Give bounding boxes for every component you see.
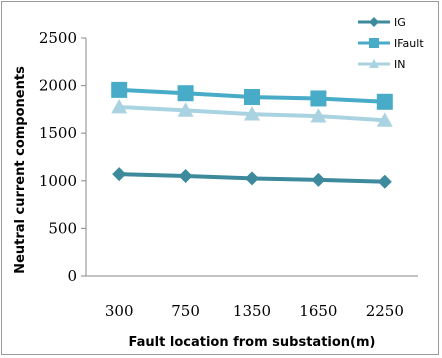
data-point: [376, 112, 393, 127]
y-tick-label: 1500: [39, 124, 77, 142]
x-axis-title: Fault location from substation(m): [129, 335, 376, 350]
series-ifault: [111, 81, 393, 110]
data-point: [369, 17, 379, 27]
data-point: [177, 102, 194, 117]
y-tick-label: 500: [48, 219, 77, 237]
x-tick-label: 1650: [299, 302, 337, 320]
data-point: [244, 106, 260, 121]
data-point: [311, 172, 326, 187]
y-tick-label: 1000: [39, 172, 77, 190]
legend-label: IFault: [394, 37, 424, 50]
series-ig: [112, 167, 392, 189]
legend: IG IFault IN: [358, 16, 424, 71]
x-tick-label: 1350: [233, 302, 271, 320]
x-tick-label: 2250: [366, 302, 404, 320]
data-point: [245, 171, 259, 186]
data-point: [111, 99, 128, 114]
x-tick-label: 300: [105, 302, 134, 320]
data-point: [369, 38, 379, 48]
y-tick-label: 2500: [39, 29, 77, 47]
data-point: [112, 167, 127, 182]
data-point: [376, 93, 393, 110]
data-point: [310, 108, 327, 123]
data-point: [369, 59, 379, 68]
data-point: [244, 89, 260, 106]
legend-entry: IN: [358, 58, 405, 71]
legend-entry: IG: [358, 16, 406, 29]
legend-entry: IFault: [358, 37, 424, 50]
data-point: [178, 169, 193, 184]
data-point: [377, 174, 392, 189]
series-layer: [111, 81, 393, 189]
x-axis: 300 750 1350 1650 2250: [86, 275, 418, 320]
data-point: [310, 90, 327, 107]
y-axis: 0 500 1000 1500 2000 2500: [39, 29, 87, 285]
legend-label: IN: [394, 58, 405, 71]
series-in: [111, 99, 393, 127]
data-point: [177, 85, 194, 102]
data-point: [111, 81, 128, 98]
legend-label: IG: [394, 16, 406, 29]
y-tick-label: 2000: [39, 77, 77, 95]
y-axis-title: Neutral current components: [13, 66, 28, 274]
y-tick-label: 0: [67, 267, 77, 285]
x-tick-label: 750: [171, 302, 200, 320]
